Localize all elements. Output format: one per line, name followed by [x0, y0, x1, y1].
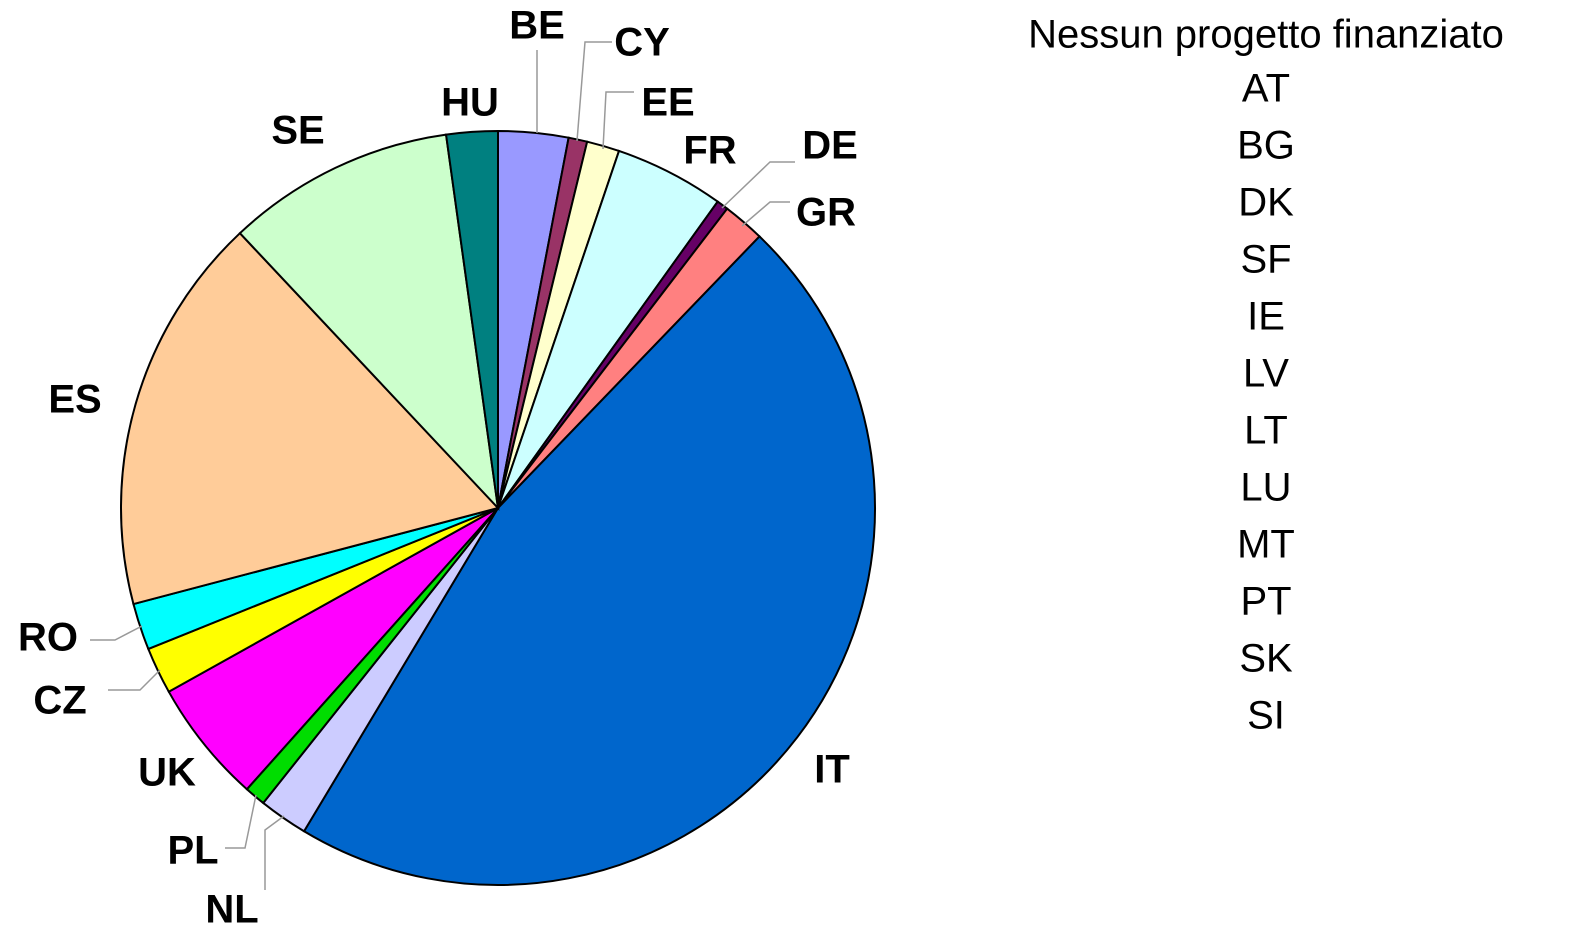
note-title: Nessun progetto finanziato [1028, 13, 1504, 57]
note-item: SK [1239, 637, 1293, 681]
slice-label: GR [796, 191, 856, 235]
leader-line [602, 91, 634, 150]
note-item: DK [1238, 181, 1294, 225]
slice-label: HU [441, 81, 499, 125]
slice-label: IT [814, 748, 850, 792]
slice-label: BE [509, 4, 565, 48]
note-item: IE [1247, 295, 1285, 339]
pie-slice [238, 133, 500, 511]
note-item: LT [1244, 409, 1288, 453]
note-item: AT [1242, 67, 1290, 111]
slice-label: RO [18, 616, 78, 660]
leader-line [108, 669, 161, 691]
slice-label: CZ [33, 679, 86, 723]
note-item: BG [1237, 124, 1295, 168]
leader-line [741, 201, 790, 227]
slice-label: ES [48, 378, 101, 422]
leader-line [225, 794, 257, 849]
pie-slice [120, 231, 500, 606]
slice-label: PL [167, 829, 218, 873]
slice-label: CY [614, 21, 670, 65]
note-item: MT [1237, 523, 1295, 567]
note-item: LU [1240, 466, 1291, 510]
leader-line [576, 41, 612, 142]
leader-line [721, 161, 795, 209]
note-item: SF [1240, 238, 1291, 282]
note-item: LV [1243, 352, 1289, 396]
slice-label: EE [641, 81, 694, 125]
slice-label: DE [802, 124, 858, 168]
slice-label: NL [205, 888, 258, 932]
leader-line [264, 815, 285, 890]
pie-slice [302, 235, 876, 886]
note-item: PT [1240, 580, 1291, 624]
slice-label: UK [138, 751, 196, 795]
slice-label: FR [683, 129, 736, 173]
leader-line [90, 625, 143, 641]
slice-label: SE [271, 109, 324, 153]
pie-slice [444, 129, 499, 509]
note-item: SI [1247, 694, 1285, 738]
